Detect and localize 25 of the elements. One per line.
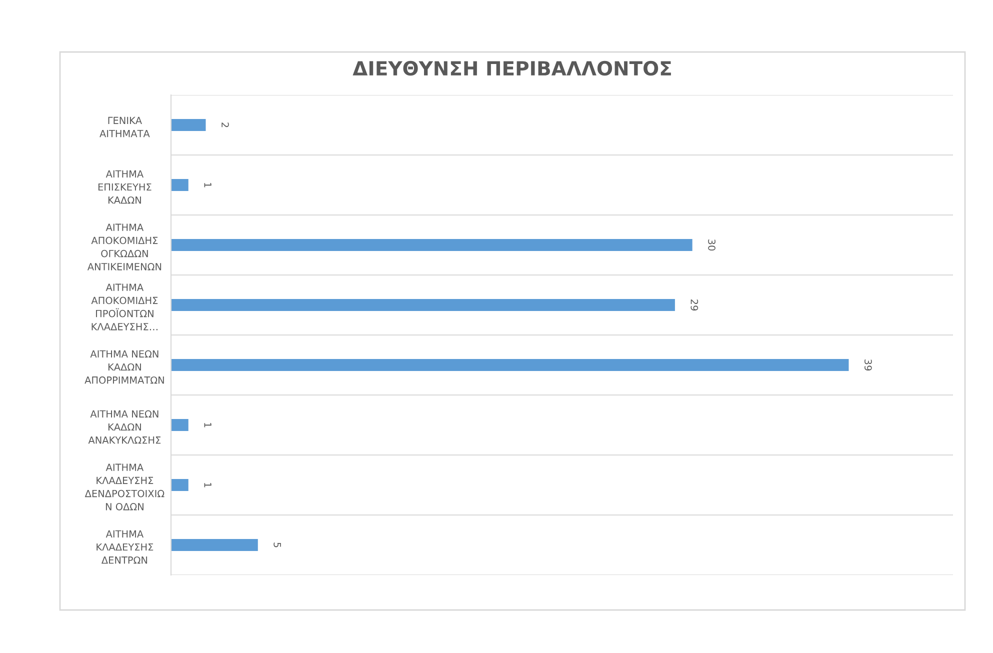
y-tick-label: ΑΙΤΗΜΑ ΚΛΑΔΕΥΣΗΣ ΔΕΝΤΡΩΝ [96,530,154,564]
bar [171,479,188,491]
data-label: 39 [864,360,872,370]
bar [171,359,849,371]
data-label: 2 [222,122,229,128]
data-label: 1 [204,482,212,488]
data-label: 1 [204,182,212,188]
bar [171,179,188,191]
bar [171,419,188,431]
data-label: 5 [274,542,281,548]
bar [171,299,675,311]
data-label: 1 [204,422,212,428]
bar [171,119,206,131]
y-tick-label: ΑΙΤΗΜΑ ΝΕΩΝ ΚΑΔΩΝ ΑΠΟΡΡΙΜΜΑΤΩΝ [84,350,164,384]
y-tick-label: ΑΙΤΗΜΑ ΕΠΙΣΚΕΥΗΣ ΚΑΔΩΝ [98,170,152,204]
bar [171,239,692,251]
data-label: 30 [708,240,716,251]
data-label: 29 [690,300,698,310]
y-tick-label: ΑΙΤΗΜΑ ΑΠΟΚΟΜΙΔΗΣ ΠΡΟΪΟΝΤΩΝ ΚΛΑΔΕΥΣΗΣ… [91,284,158,330]
chart-title: ΔΙΕΥΘΥΝΣΗ ΠΕΡΙΒΑΛΛΟΝΤΟΣ [352,60,671,76]
y-tick-label: ΑΙΤΗΜΑ ΚΛΑΔΕΥΣΗΣ ΔΕΝΔΡΟΣΤΟΙΧΙΩ Ν ΟΔΩΝ [84,464,164,510]
y-tick-label: ΓΕΝΙΚΑ ΑΙΤΗΜΑΤΑ [100,116,150,138]
bar [171,539,258,551]
y-tick-label: ΑΙΤΗΜΑ ΑΠΟΚΟΜΙΔΗΣ ΟΓΚΩΔΩΝ ΑΝΤΙΚΕΙΜΕΝΩΝ [87,224,162,270]
y-tick-label: ΑΙΤΗΜΑ ΝΕΩΝ ΚΑΔΩΝ ΑΝΑΚΥΚΛΩΣΗΣ [88,410,161,444]
